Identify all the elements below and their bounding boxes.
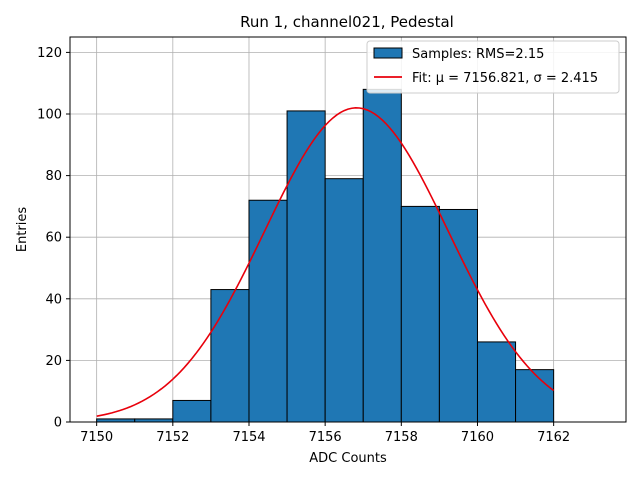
y-tick-label-4: 80 [45,169,62,184]
y-tick-label-6: 120 [37,46,62,61]
histogram-bar-8 [400,205,440,423]
x-tick-label-3: 7156 [309,430,342,445]
chart-title: Run 1, channel021, Pedestal [240,13,454,31]
x-axis-title: ADC Counts [309,451,387,466]
x-tick-label-6: 7162 [537,430,570,445]
histogram-bar-4 [248,199,288,423]
y-tick-label-1: 20 [45,354,62,369]
fit-curve [96,107,555,417]
legend-box [366,40,620,94]
legend-entry-samples: Samples: RMS=2.15 [412,47,544,62]
x-axis-ticks: 7150 7152 7154 7156 7158 7160 7162 [80,422,570,445]
histogram-bar-6 [324,178,364,423]
histogram-bar-3 [210,289,250,423]
histogram-bars [96,88,555,423]
histogram-bar-2 [172,399,212,423]
y-axis-ticks: 0 20 40 60 80 100 120 [37,46,70,431]
y-tick-label-0: 0 [54,416,62,431]
histogram-bar-11 [515,369,555,423]
x-tick-label-0: 7150 [80,430,113,445]
x-tick-label-1: 7152 [156,430,189,445]
y-tick-label-3: 60 [45,231,62,246]
y-tick-label-5: 100 [37,108,62,123]
y-axis-title: Entries [15,207,30,253]
histogram-bar-10 [476,341,517,423]
y-tick-label-2: 40 [45,292,62,307]
x-tick-label-4: 7158 [385,430,418,445]
plot-frame [69,36,627,423]
x-tick-label-5: 7160 [461,430,494,445]
legend-entry-fit: Fit: μ = 7156.821, σ = 2.415 [412,71,598,86]
legend-bar-swatch [373,47,403,59]
histogram-bar-9 [438,208,478,423]
histogram-bar-5 [286,110,326,423]
x-tick-label-2: 7154 [232,430,265,445]
legend: Samples: RMS=2.15 Fit: μ = 7156.821, σ =… [366,40,620,94]
histogram-bar-7 [362,88,402,423]
